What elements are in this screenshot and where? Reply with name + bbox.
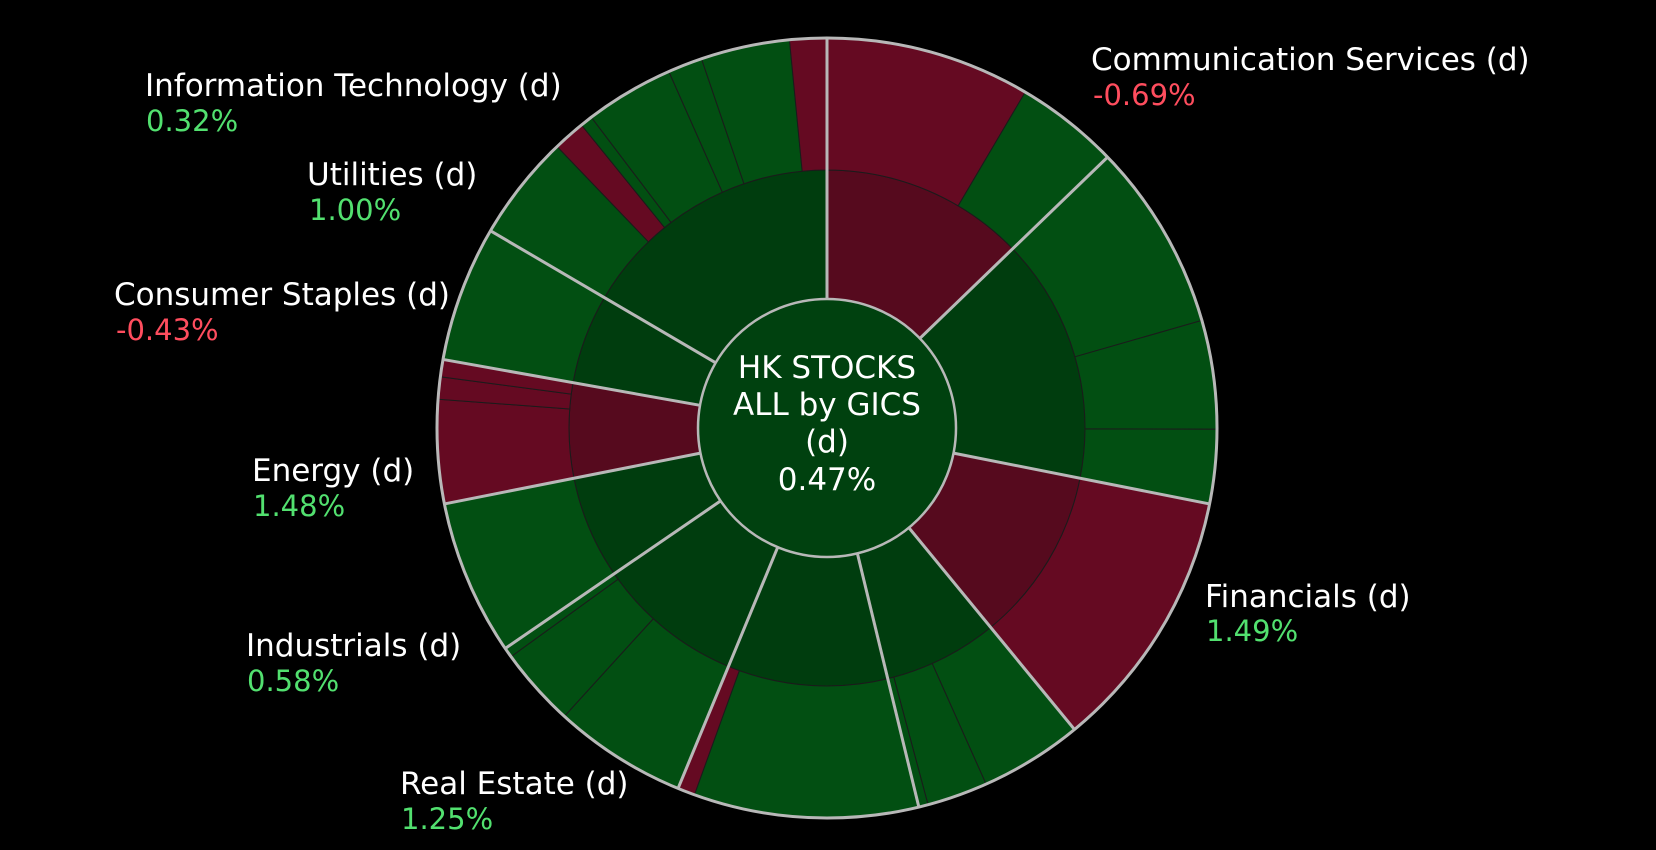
sector-name-financials: Financials (d) [1205,579,1411,615]
sector-value-information-technology: 0.32% [146,104,238,138]
sector-divider-consumer-discretionary [953,451,1210,506]
sector-value-energy: 1.48% [253,489,345,523]
sector-value-communication-services: -0.69% [1093,78,1196,112]
sector-divider-health-care [907,526,1076,731]
center-label: HK STOCKS ALL by GICS (d) 0.47% [733,350,921,498]
sector-divider-information-technology [489,229,717,365]
sector-divider-consumer-staples [444,451,701,506]
sector-labels: Communication Services (d) -0.69% Financ… [114,42,1530,836]
center-title-line-3: (d) [805,424,849,460]
sector-name-utilities: Utilities (d) [307,157,477,193]
sector-name-energy: Energy (d) [252,453,414,489]
sector-divider-industrials [676,546,780,790]
center-hub[interactable] [696,297,958,559]
sector-value-consumer-staples: -0.43% [116,313,219,347]
sector-divider-real-estate [855,553,921,808]
sector-name-information-technology: Information Technology (d) [145,68,562,104]
sector-dividers [442,38,1210,808]
center-value: 0.47% [778,462,876,498]
sector-name-communication-services: Communication Services (d) [1091,42,1530,78]
outer-ring-border [435,36,1219,820]
sunburst-segments [436,37,1218,819]
sector-value-real-estate: 1.25% [401,802,493,836]
sector-value-utilities: 1.00% [309,193,401,227]
sector-divider-financials [918,156,1109,340]
center-title-line-1: HK STOCKS [738,350,916,386]
sector-divider-energy [504,499,722,650]
sector-name-industrials: Industrials (d) [246,628,461,664]
sector-divider-utilities [442,357,701,407]
sector-name-consumer-staples: Consumer Staples (d) [114,277,450,313]
center-title-line-2: ALL by GICS [733,387,921,423]
sector-value-industrials: 0.58% [247,664,339,698]
sector-value-financials: 1.49% [1206,614,1298,648]
sector-name-real-estate: Real Estate (d) [400,766,629,802]
